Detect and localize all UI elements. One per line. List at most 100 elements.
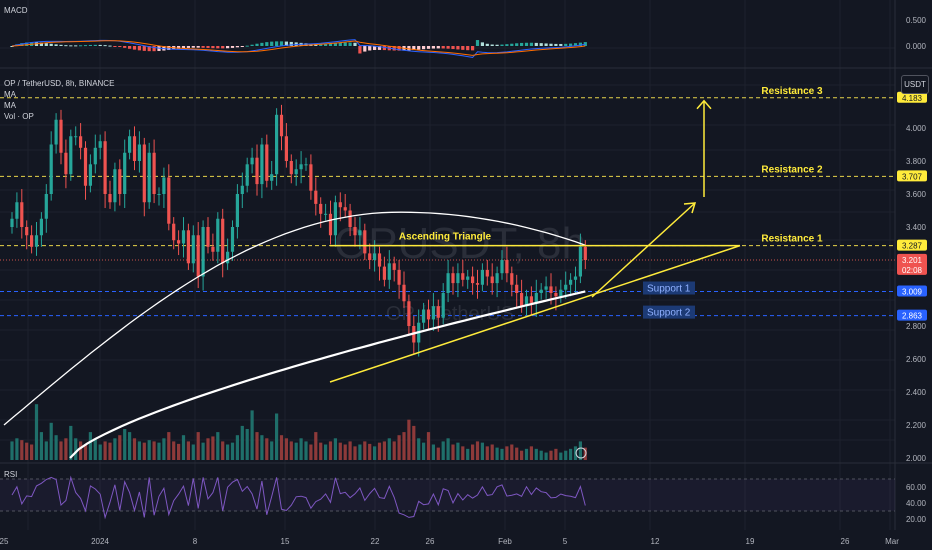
candle-body bbox=[74, 136, 78, 138]
candle-body bbox=[510, 273, 514, 285]
symbol-legend[interactable]: OP / TetherUSD, 8h, BINANCE MA MA Vol · … bbox=[4, 78, 114, 122]
volume-bar bbox=[368, 443, 372, 460]
candle-body bbox=[485, 269, 489, 277]
ma-legend-2[interactable]: MA bbox=[4, 101, 16, 110]
macd-histogram-bar bbox=[524, 42, 529, 46]
macd-histogram-bar bbox=[505, 44, 509, 46]
macd-histogram-bar bbox=[79, 45, 83, 47]
macd-histogram-bar bbox=[319, 43, 323, 46]
volume-bar bbox=[475, 441, 480, 460]
macd-histogram-bar bbox=[373, 46, 377, 50]
target-arrow-1 bbox=[591, 202, 696, 298]
macd-histogram-bar bbox=[54, 44, 58, 46]
volume-bar bbox=[373, 446, 377, 460]
time-axis: 25 2024 8 15 22 26 Feb 5 12 19 26 Mar bbox=[0, 537, 899, 546]
volume-bar bbox=[98, 444, 102, 460]
volume-legend[interactable]: Vol · OP bbox=[4, 112, 34, 121]
macd-histogram-bar bbox=[132, 46, 137, 50]
macd-histogram-bar bbox=[123, 46, 127, 48]
macd-histogram-bar bbox=[59, 44, 63, 46]
volume-bar bbox=[226, 444, 230, 460]
macd-histogram-bar bbox=[534, 42, 538, 46]
candle-body bbox=[441, 293, 445, 318]
macd-histogram-bar bbox=[495, 44, 499, 46]
candle-body bbox=[289, 161, 293, 175]
volume-bar bbox=[456, 442, 460, 460]
candle-body bbox=[319, 203, 323, 214]
candle-body bbox=[275, 114, 279, 175]
level-label-resistance-3: Resistance 3 bbox=[761, 86, 823, 97]
volume-bar bbox=[387, 438, 391, 460]
volume-bar bbox=[79, 441, 83, 460]
volume-bar bbox=[471, 444, 475, 460]
candle-body bbox=[118, 169, 122, 194]
rsi-pane bbox=[0, 475, 895, 520]
macd-histogram-bar bbox=[118, 46, 122, 47]
volume-bar bbox=[186, 441, 190, 460]
macd-histogram-bar bbox=[284, 41, 288, 46]
candle-body bbox=[83, 147, 88, 186]
volume-bar bbox=[162, 438, 166, 460]
candle-body bbox=[324, 213, 328, 215]
volume-bar bbox=[554, 448, 558, 460]
volume-bar bbox=[152, 441, 156, 460]
candle-body bbox=[573, 276, 578, 280]
candle-body bbox=[270, 174, 274, 181]
candle-body bbox=[392, 263, 396, 270]
candle-body bbox=[103, 141, 107, 194]
volume-bar bbox=[446, 438, 450, 460]
volume-bar bbox=[123, 429, 127, 460]
volume-bar bbox=[69, 425, 73, 460]
price-flag-label: 3.707 bbox=[902, 172, 923, 181]
macd-histogram-bar bbox=[304, 43, 308, 46]
volume-bar bbox=[299, 438, 303, 460]
volume-bar bbox=[118, 435, 122, 460]
candle-body bbox=[98, 141, 102, 148]
volume-bar bbox=[59, 441, 63, 460]
macd-histogram-bar bbox=[240, 46, 244, 47]
volume-bar bbox=[549, 450, 553, 460]
volume-bar bbox=[520, 450, 524, 460]
macd-histogram-bar bbox=[475, 40, 480, 46]
macd-legend[interactable]: MACD bbox=[4, 6, 28, 15]
candle-body bbox=[49, 144, 53, 194]
time-tick: 12 bbox=[651, 537, 660, 546]
macd-histogram-bar bbox=[573, 43, 578, 46]
candle-body bbox=[162, 177, 166, 194]
moving-averages bbox=[3, 211, 586, 459]
volume-bar bbox=[157, 442, 161, 460]
event-marker bbox=[575, 447, 587, 459]
macd-histogram-bar bbox=[25, 42, 29, 46]
candle-body bbox=[221, 218, 225, 264]
volume-bar bbox=[314, 432, 318, 460]
currency-button[interactable]: USDT bbox=[901, 75, 929, 94]
candle-body bbox=[34, 235, 39, 247]
volume-bars bbox=[10, 404, 587, 460]
candle-body bbox=[69, 136, 73, 175]
ma-legend-1[interactable]: MA bbox=[4, 90, 16, 99]
candle-body bbox=[549, 286, 553, 293]
price-tick: 3.600 bbox=[906, 190, 927, 199]
volume-bar bbox=[417, 438, 421, 460]
candle-body bbox=[515, 284, 519, 293]
volume-bar bbox=[265, 438, 269, 460]
volume-bar bbox=[461, 446, 465, 460]
macd-histogram-bar bbox=[446, 46, 450, 49]
candle-body bbox=[407, 301, 411, 326]
price-flag-box bbox=[897, 253, 927, 275]
candle-body bbox=[216, 218, 220, 252]
volume-bar bbox=[132, 438, 137, 460]
macd-histogram-bar bbox=[554, 43, 558, 46]
rsi-legend[interactable]: RSI bbox=[4, 470, 18, 479]
price-tick: 2.400 bbox=[906, 388, 927, 397]
macd-histogram-bar bbox=[181, 46, 186, 49]
volume-bar bbox=[270, 441, 274, 460]
macd-histogram-bar bbox=[368, 46, 372, 51]
macd-histogram-bar bbox=[417, 46, 421, 50]
volume-bar bbox=[397, 435, 401, 460]
time-tick: Feb bbox=[498, 537, 512, 546]
candle-body bbox=[559, 289, 563, 297]
volume-bar bbox=[88, 432, 92, 460]
